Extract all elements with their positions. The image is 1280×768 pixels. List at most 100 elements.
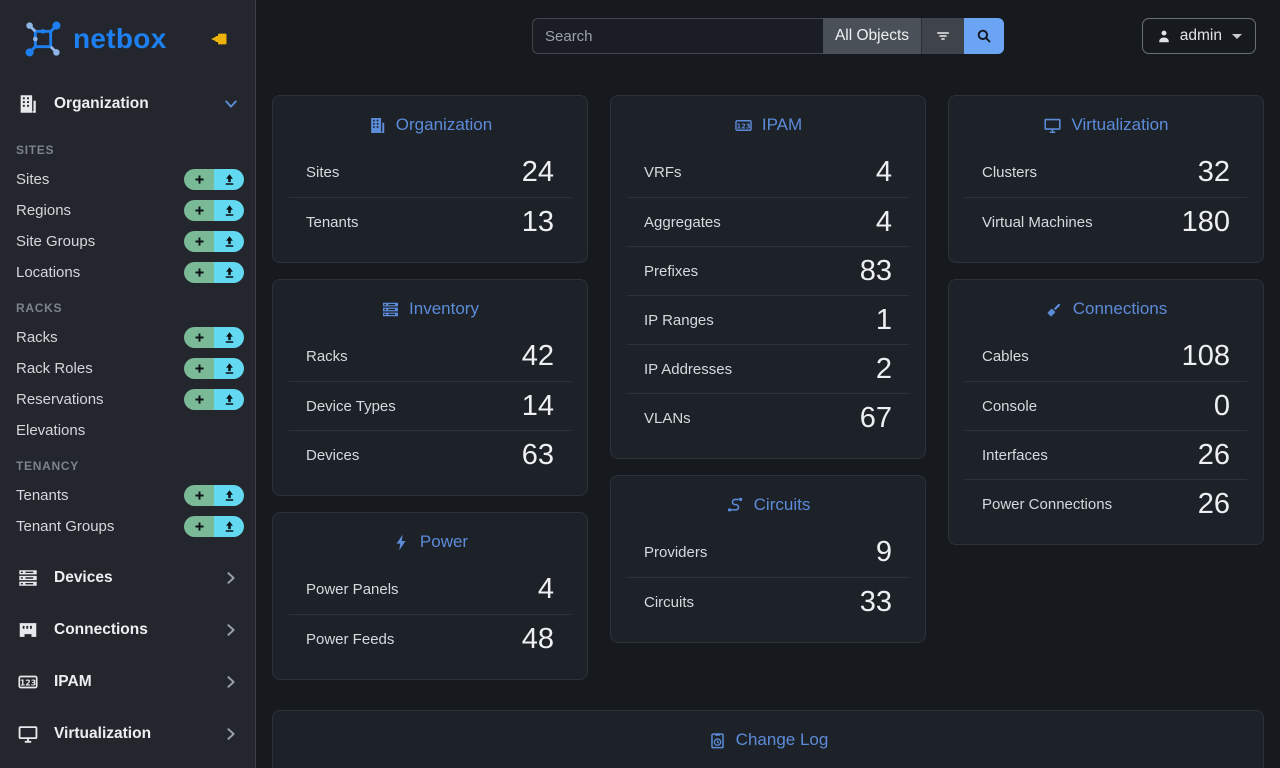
stat-row-interfaces[interactable]: Interfaces 26 (965, 430, 1247, 479)
sidebar-section-connections[interactable]: Connections (0, 604, 255, 656)
dashboard-column-2: IPAM VRFs 4 Aggregates 4 Prefixes 83 (610, 95, 926, 643)
add-button[interactable] (184, 485, 214, 506)
add-button[interactable] (184, 169, 214, 190)
card-inventory: Inventory Racks 42 Device Types 14 Devic… (272, 279, 588, 496)
card-ipam-header[interactable]: IPAM (611, 108, 925, 142)
card-power-header[interactable]: Power (273, 525, 587, 559)
sidebar-item-regions[interactable]: Regions (0, 195, 255, 226)
sidebar-section-devices[interactable]: Devices (0, 552, 255, 604)
quick-actions (184, 485, 244, 506)
main-content: All Objects admin Organiz (256, 0, 1280, 768)
import-button[interactable] (214, 389, 244, 410)
stat-row-cables[interactable]: Cables 108 (982, 340, 1230, 372)
import-button[interactable] (214, 485, 244, 506)
card-connections-header[interactable]: Connections (949, 292, 1263, 326)
card-change-log-header[interactable]: Change Log (273, 723, 1263, 757)
user-menu-button[interactable]: admin (1141, 18, 1256, 54)
chevron-right-icon (224, 727, 238, 741)
quick-actions (184, 231, 244, 252)
card-virtualization-header[interactable]: Virtualization (949, 108, 1263, 142)
stat-row-vlans[interactable]: VLANs 67 (627, 393, 909, 442)
card-organization: Organization Sites 24 Tenants 13 (272, 95, 588, 263)
card-organization-header[interactable]: Organization (273, 108, 587, 142)
card-connections: Connections Cables 108 Console 0 Interfa… (948, 279, 1264, 545)
netbox-logo[interactable]: netbox (20, 16, 167, 62)
card-inventory-header[interactable]: Inventory (273, 292, 587, 326)
stat-row-vrfs[interactable]: VRFs 4 (644, 156, 892, 188)
add-button[interactable] (184, 516, 214, 537)
stat-row-clusters[interactable]: Clusters 32 (982, 156, 1230, 188)
card-virtualization: Virtualization Clusters 32 Virtual Machi… (948, 95, 1264, 263)
sidebar-item-sites[interactable]: Sites (0, 164, 255, 195)
counter-icon (735, 119, 752, 131)
import-button[interactable] (214, 169, 244, 190)
import-button[interactable] (214, 200, 244, 221)
chevron-down-icon (224, 97, 238, 111)
quick-actions (184, 389, 244, 410)
sidebar-item-racks[interactable]: Racks (0, 322, 255, 353)
card-change-log: Change Log (272, 710, 1264, 768)
import-button[interactable] (214, 516, 244, 537)
stat-row-ip-addresses[interactable]: IP Addresses 2 (627, 344, 909, 393)
card-circuits-header[interactable]: Circuits (611, 488, 925, 522)
import-button[interactable] (214, 262, 244, 283)
stat-row-device-types[interactable]: Device Types 14 (289, 381, 571, 430)
sidebar-item-rack-roles[interactable]: Rack Roles (0, 353, 255, 384)
add-button[interactable] (184, 327, 214, 348)
filter-button[interactable] (921, 18, 964, 54)
import-button[interactable] (214, 327, 244, 348)
add-button[interactable] (184, 200, 214, 221)
chevron-right-icon (224, 675, 238, 689)
stat-row-ip-ranges[interactable]: IP Ranges 1 (627, 295, 909, 344)
stat-row-circuits[interactable]: Circuits 33 (627, 577, 909, 626)
dashboard-column-1: Organization Sites 24 Tenants 13 Invento… (272, 95, 588, 680)
sidebar-section-organization[interactable]: Organization (0, 78, 255, 130)
stat-row-console[interactable]: Console 0 (965, 381, 1247, 430)
quick-actions (184, 200, 244, 221)
quick-actions (184, 169, 244, 190)
person-icon (1158, 30, 1169, 43)
sidebar-group-heading-sites: SITES (16, 143, 55, 157)
stat-row-virtual-machines[interactable]: Virtual Machines 180 (965, 197, 1247, 246)
search-input[interactable] (532, 18, 823, 54)
dashboard-column-3: Virtualization Clusters 32 Virtual Machi… (948, 95, 1264, 545)
add-button[interactable] (184, 358, 214, 379)
search-scope-button[interactable]: All Objects (823, 18, 921, 54)
sidebar-item-tenants[interactable]: Tenants (0, 480, 255, 511)
stat-row-providers[interactable]: Providers 9 (644, 536, 892, 568)
stat-row-power-panels[interactable]: Power Panels 4 (306, 573, 554, 605)
import-button[interactable] (214, 358, 244, 379)
sidebar-header: netbox (0, 0, 255, 78)
chevron-right-icon (224, 571, 238, 585)
quick-actions (184, 262, 244, 283)
transit-connection-icon (726, 496, 743, 512)
sidebar-section-virtualization[interactable]: Virtualization (0, 708, 255, 760)
sidebar-item-locations[interactable]: Locations (0, 257, 255, 288)
stat-row-tenants[interactable]: Tenants 13 (289, 197, 571, 246)
stat-row-devices[interactable]: Devices 63 (289, 430, 571, 479)
pin-sidebar-icon[interactable] (209, 29, 229, 49)
sidebar-section-ipam[interactable]: IPAM (0, 656, 255, 708)
import-button[interactable] (214, 231, 244, 252)
sidebar-item-reservations[interactable]: Reservations (0, 384, 255, 415)
monitor-icon (17, 723, 39, 745)
sidebar-item-site-groups[interactable]: Site Groups (0, 226, 255, 257)
stat-row-racks[interactable]: Racks 42 (306, 340, 554, 372)
add-button[interactable] (184, 262, 214, 283)
stat-row-power-connections[interactable]: Power Connections 26 (965, 479, 1247, 528)
stat-row-aggregates[interactable]: Aggregates 4 (627, 197, 909, 246)
stat-row-power-feeds[interactable]: Power Feeds 48 (289, 614, 571, 663)
sidebar-item-tenant-groups[interactable]: Tenant Groups (0, 511, 255, 542)
global-search: All Objects (532, 18, 1004, 54)
search-button[interactable] (964, 18, 1004, 54)
add-button[interactable] (184, 231, 214, 252)
stat-row-sites[interactable]: Sites 24 (306, 156, 554, 188)
quick-actions (184, 516, 244, 537)
add-button[interactable] (184, 389, 214, 410)
card-circuits: Circuits Providers 9 Circuits 33 (610, 475, 926, 643)
sidebar-item-elevations[interactable]: Elevations (16, 422, 86, 439)
sidebar-section-label: Organization (54, 95, 149, 112)
quick-actions (184, 358, 244, 379)
stat-row-prefixes[interactable]: Prefixes 83 (627, 246, 909, 295)
